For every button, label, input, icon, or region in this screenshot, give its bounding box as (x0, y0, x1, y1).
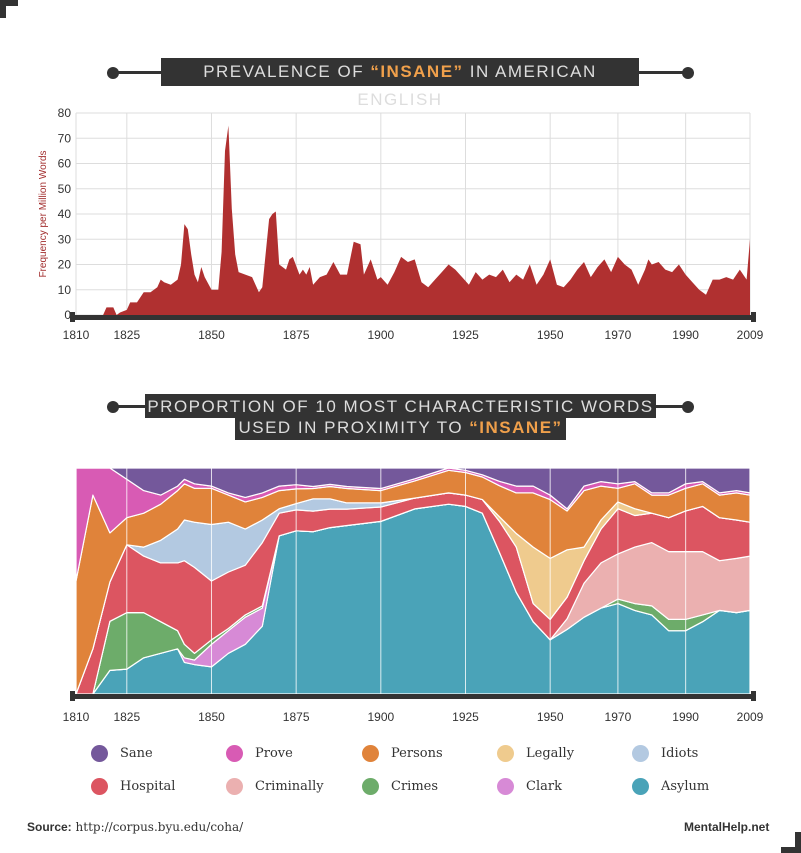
legend-swatch (497, 778, 514, 795)
chart2-title-line1: PROPORTION OF 10 MOST CHARACTERISTIC WOR… (145, 394, 656, 418)
footer-brand: MentalHelp.net (684, 820, 769, 834)
legend-swatch (632, 745, 649, 762)
x-tick-label: 1875 (283, 710, 310, 724)
x-tick-label: 1925 (452, 328, 479, 342)
corner-bottom-right-h (781, 847, 801, 853)
x-tick-label: 1810 (63, 710, 90, 724)
chart1-svg: 0 10 20 30 40 50 60 70 80 1810 1825 1850 1875 1900 192… (38, 106, 764, 342)
legend-swatch (362, 745, 379, 762)
legend-swatch (226, 745, 243, 762)
x-tick-label: 1825 (113, 328, 140, 342)
x-tick-label: 1850 (198, 710, 225, 724)
corner-bottom-right-v (795, 832, 801, 853)
footer-source-url: http://corpus.byu.edu/coha/ (75, 820, 244, 834)
x-tick-label: 2009 (737, 710, 764, 724)
chart1-title-pre: PREVALENCE OF (203, 62, 371, 81)
legend-label: Sane (120, 746, 153, 761)
x-tick-label: 1970 (605, 328, 632, 342)
y-tick-label: 70 (58, 131, 72, 145)
footer-source-label: Source: (27, 820, 72, 834)
x-tick-label: 1990 (672, 710, 699, 724)
legend-swatch (91, 778, 108, 795)
x-tick-label: 1825 (113, 710, 140, 724)
x-axis-bar (74, 315, 752, 320)
chart1-title-highlight: “INSANE” (370, 62, 464, 81)
chart1-title-dot-right (682, 67, 694, 79)
y-tick-label: 80 (58, 106, 72, 120)
chart2-title-dot-left (107, 401, 119, 413)
legend-item-sane: Sane (91, 745, 153, 762)
chart2-title-line2-highlight: “INSANE” (469, 418, 563, 437)
chart2-title-line1-text: PROPORTION OF 10 MOST CHARACTERISTIC WOR… (147, 397, 654, 416)
x-tick-label: 1950 (537, 710, 564, 724)
legend-item-prove: Prove (226, 745, 293, 762)
y-tick-label: 60 (58, 157, 72, 171)
frequency-area (76, 125, 750, 315)
chart2-title-line2-pre: USED IN PROXIMITY TO (238, 418, 470, 437)
legend-item-clark: Clark (497, 778, 562, 795)
x-axis-cap-left (70, 312, 75, 322)
legend-item-criminally: Criminally (226, 778, 324, 795)
legend-swatch (362, 778, 379, 795)
corner-top-left-v (0, 0, 6, 18)
x-tick-label: 1900 (367, 328, 394, 342)
x-tick-label: 1850 (198, 328, 225, 342)
legend-item-asylum: Asylum (632, 778, 709, 795)
chart2-title-dot-right (682, 401, 694, 413)
legend-swatch (226, 778, 243, 795)
y-tick-label: 30 (58, 232, 72, 246)
chart2-title-line2: USED IN PROXIMITY TO “INSANE” (235, 416, 566, 440)
footer-source: Source: http://corpus.byu.edu/coha/ (27, 820, 243, 834)
chart2-svg: 1810 1825 1850 1875 1900 1925 1950 1970 1990 2009 (63, 467, 764, 724)
y-tick-label: 20 (58, 258, 72, 272)
x-tick-label: 1810 (63, 328, 90, 342)
x-axis-cap-left (70, 691, 75, 701)
chart1-title-post: IN AMERICAN ENGLISH (357, 62, 597, 109)
x-tick-label: 1925 (452, 710, 479, 724)
x-tick-label: 1990 (672, 328, 699, 342)
corner-top-left-h (0, 0, 18, 6)
legend-swatch (632, 778, 649, 795)
legend-item-hospital: Hospital (91, 778, 175, 795)
y-tick-label: 50 (58, 182, 72, 196)
legend-item-legally: Legally (497, 745, 574, 762)
x-tick-label: 1950 (537, 328, 564, 342)
legend-label: Prove (255, 746, 293, 761)
x-tick-label: 1900 (367, 710, 394, 724)
legend-label: Asylum (661, 779, 710, 794)
x-tick-label: 1875 (283, 328, 310, 342)
x-axis-cap-right (751, 691, 756, 701)
y-tick-label: 0 (64, 308, 71, 322)
legend-label: Legally (526, 746, 575, 761)
y-tick-label: 40 (58, 207, 72, 221)
legend-label: Criminally (255, 779, 324, 794)
legend-item-persons: Persons (362, 745, 443, 762)
chart1-title-dot-left (107, 67, 119, 79)
x-tick-label: 1970 (605, 710, 632, 724)
x-tick-label: 2009 (737, 328, 764, 342)
chart1-title: PREVALENCE OF “INSANE” IN AMERICAN ENGLI… (161, 58, 639, 109)
legend-label: Clark (526, 779, 562, 794)
footer-brand-text: MentalHelp.net (684, 820, 770, 834)
y-axis-label: Frequency per Million Words (38, 150, 49, 277)
legend-item-idiots: Idiots (632, 745, 698, 762)
legend-swatch (497, 745, 514, 762)
legend-label: Crimes (391, 779, 439, 794)
legend-item-crimes: Crimes (362, 778, 438, 795)
legend-swatch (91, 745, 108, 762)
x-axis-cap-right (751, 312, 756, 322)
x-axis-bar (74, 694, 752, 699)
legend-label: Hospital (120, 779, 176, 794)
legend-label: Idiots (661, 746, 699, 761)
legend-label: Persons (391, 746, 443, 761)
y-tick-label: 10 (58, 283, 72, 297)
